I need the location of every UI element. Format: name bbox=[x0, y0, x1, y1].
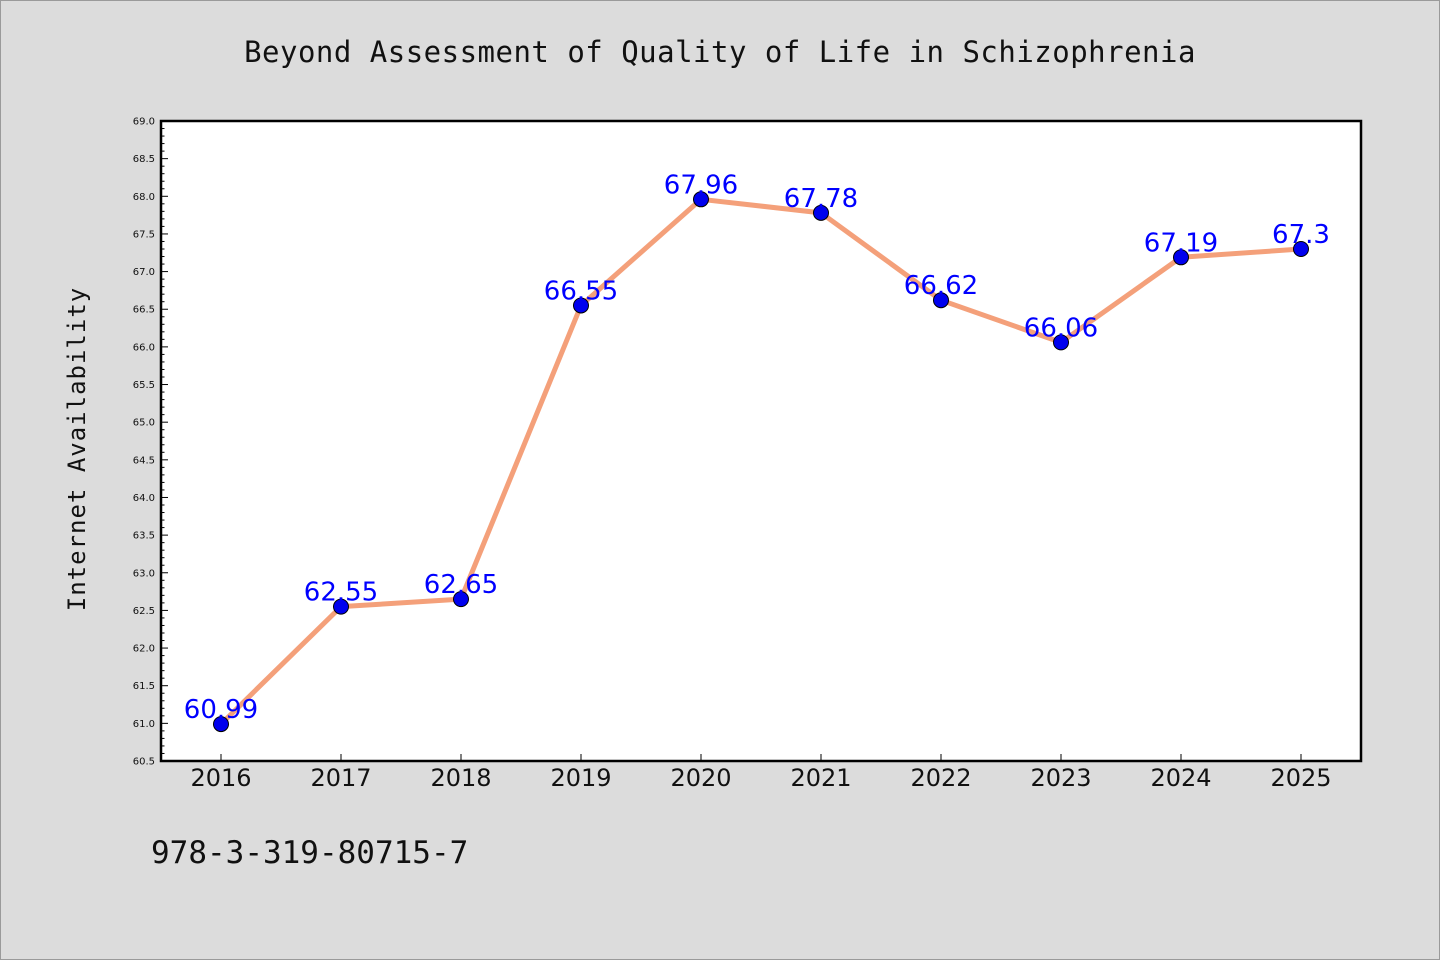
data-label: 62.65 bbox=[424, 570, 498, 600]
data-point bbox=[213, 716, 229, 733]
y-tick-label: 62.5 bbox=[133, 606, 155, 617]
y-tick-label: 65.0 bbox=[133, 418, 155, 429]
y-axis: 60.5 61.0 61.5 62.0 62.5 63.0 63.5 64.0 64.5 65.0… bbox=[133, 117, 168, 768]
x-tick-label: 2020 bbox=[670, 764, 731, 792]
y-tick-label: 62.0 bbox=[133, 644, 155, 655]
y-tick-label: 67.0 bbox=[133, 267, 155, 278]
series-line bbox=[218, 196, 1304, 727]
series-lines bbox=[218, 196, 1304, 727]
data-point bbox=[573, 297, 589, 314]
x-tick-label: 2024 bbox=[1150, 764, 1211, 792]
x-axis: 2016 2017 2018 2019 2020 2021 2022 2023 2024 2025 bbox=[190, 754, 1332, 792]
y-tick-label: 64.0 bbox=[133, 493, 155, 504]
data-label: 67.3 bbox=[1272, 220, 1330, 250]
x-tick-label: 2019 bbox=[550, 764, 611, 792]
data-markers bbox=[213, 191, 1309, 733]
y-tick-label: 63.5 bbox=[133, 531, 155, 542]
y-tick-label: 69.0 bbox=[133, 117, 155, 128]
y-tick-label: 68.5 bbox=[133, 154, 155, 165]
data-label: 66.06 bbox=[1024, 313, 1098, 343]
x-tick-label: 2023 bbox=[1030, 764, 1091, 792]
y-tick-label: 66.0 bbox=[133, 342, 155, 353]
y-tick-label: 61.5 bbox=[133, 681, 155, 692]
data-label: 60.99 bbox=[184, 695, 258, 725]
data-label: 67.19 bbox=[1144, 228, 1218, 258]
y-tick-label: 60.5 bbox=[133, 757, 155, 768]
x-tick-label: 2017 bbox=[310, 764, 371, 792]
y-tick-label: 66.5 bbox=[133, 305, 155, 316]
data-point bbox=[1173, 249, 1189, 266]
y-tick-label: 61.0 bbox=[133, 719, 155, 730]
x-tick-label: 2018 bbox=[430, 764, 491, 792]
data-label: 67.96 bbox=[664, 170, 738, 200]
data-point bbox=[453, 591, 469, 608]
data-labels: 60.99 62.55 62.65 66.55 67.96 67.78 66.62 66.06… bbox=[184, 170, 1330, 725]
y-tick-label: 68.0 bbox=[133, 192, 155, 203]
plot-area bbox=[159, 119, 1363, 763]
x-tick-label: 2021 bbox=[790, 764, 851, 792]
y-tick-label: 65.5 bbox=[133, 380, 155, 391]
data-label: 66.55 bbox=[544, 276, 618, 306]
x-tick-label: 2016 bbox=[190, 764, 251, 792]
y-tick-label: 64.5 bbox=[133, 455, 155, 466]
data-label: 62.55 bbox=[304, 578, 378, 608]
y-tick-label: 67.5 bbox=[133, 229, 155, 240]
chart-title: Beyond Assessment of Quality of Life in … bbox=[244, 35, 1196, 69]
data-point bbox=[693, 191, 709, 208]
footnote-isbn: 978-3-319-80715-7 bbox=[151, 835, 469, 871]
y-tick-label: 63.0 bbox=[133, 568, 155, 579]
data-point bbox=[933, 292, 949, 309]
data-point bbox=[813, 204, 829, 221]
data-label: 67.78 bbox=[784, 184, 858, 214]
data-point bbox=[1053, 334, 1069, 351]
x-tick-label: 2025 bbox=[1270, 764, 1331, 792]
data-point bbox=[333, 598, 349, 615]
data-point bbox=[1293, 241, 1309, 257]
x-tick-label: 2022 bbox=[910, 764, 971, 792]
data-label: 66.62 bbox=[904, 271, 978, 301]
